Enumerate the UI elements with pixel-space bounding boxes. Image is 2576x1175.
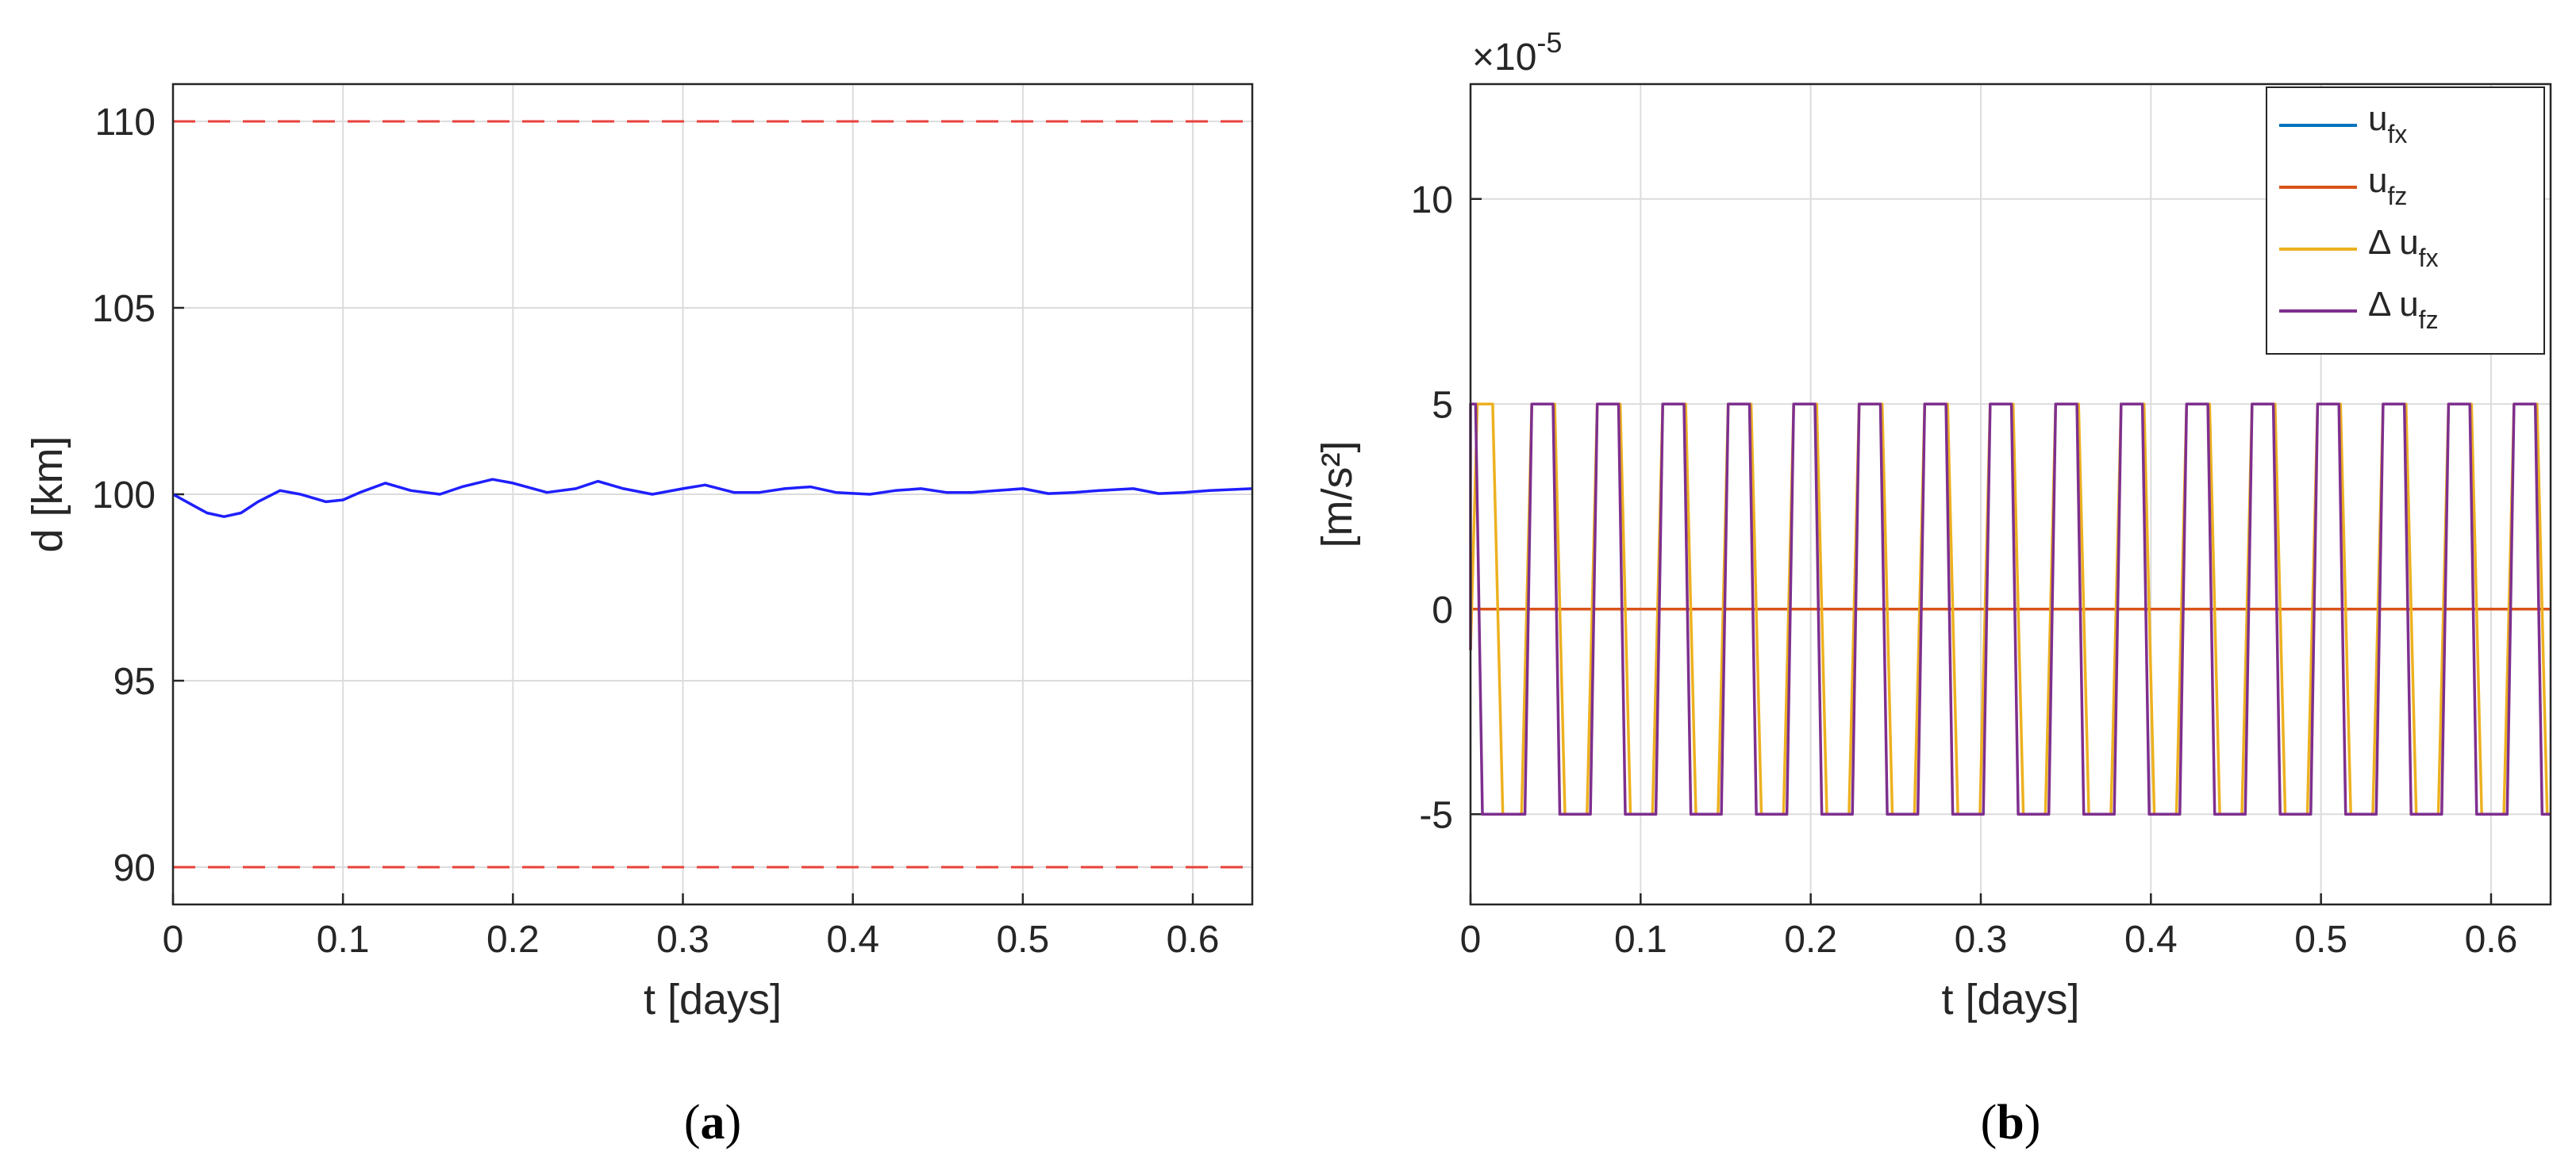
y-tick-label: 95 xyxy=(113,661,156,703)
y-tick-label: 110 xyxy=(94,102,156,144)
panel-caption-letter: a xyxy=(701,1096,725,1150)
legend-entry: Δ ufz xyxy=(2368,285,2439,334)
legend-entry-subscript: fz xyxy=(2387,182,2407,210)
legend-entry: Δ ufx xyxy=(2368,223,2439,272)
exponent-base: ×10 xyxy=(1472,36,1536,79)
y-tick-label: 5 xyxy=(1432,384,1453,426)
panel-caption: (b) xyxy=(1981,1096,2041,1150)
x-tick-label: 0.1 xyxy=(317,919,370,961)
legend-entry-subscript: fx xyxy=(2419,244,2439,272)
x-tick-label: 0.2 xyxy=(486,919,540,961)
x-tick-label: 0.2 xyxy=(1784,919,1837,961)
y-tick-label: 105 xyxy=(92,288,156,330)
x-tick-label: 0.4 xyxy=(2124,919,2178,961)
y-tick-label: 100 xyxy=(92,474,156,516)
x-axis-label: t [days] xyxy=(644,976,782,1023)
x-tick-label: 0 xyxy=(163,919,184,961)
y-axis-exponent: ×10-5 xyxy=(1472,26,1562,79)
x-tick-label: 0.3 xyxy=(656,919,709,961)
series-group xyxy=(172,120,1253,869)
x-tick-label: 0.4 xyxy=(826,919,879,961)
y-tick-label: 0 xyxy=(1432,589,1453,632)
legend-entry: ufz xyxy=(2368,161,2407,210)
legend-entry-main: Δ u xyxy=(2368,285,2419,324)
series-line xyxy=(1469,402,2551,816)
y-tick-labels: -5 0 5 10 xyxy=(1411,179,1453,837)
plot-frame xyxy=(1469,83,2552,906)
legend-entry-subscript: fz xyxy=(2419,305,2439,334)
legend-entry-main: u xyxy=(2368,99,2387,138)
legend-entry-main: Δ u xyxy=(2368,223,2419,262)
legend-entry: ufx xyxy=(2368,99,2407,148)
x-tick-label: 0.1 xyxy=(1614,919,1667,961)
x-tick-labels: 0 0.1 0.2 0.3 0.4 0.5 0.6 xyxy=(1460,919,2518,961)
x-tick-label: 0 xyxy=(1460,919,1482,961)
legend-entry-subscript: fx xyxy=(2387,120,2407,148)
y-tick-label: -5 xyxy=(1419,794,1453,836)
x-tick-label: 0.6 xyxy=(1167,919,1220,961)
series-line xyxy=(172,478,1253,518)
legend-entry-main: u xyxy=(2368,161,2387,200)
y-axis-label: [m/s²] xyxy=(1313,441,1361,548)
y-axis-label: d [km] xyxy=(24,436,71,552)
series-group xyxy=(1469,402,2551,816)
panel-caption-letter: b xyxy=(1997,1096,2024,1150)
y-tick-label: 10 xyxy=(1411,179,1453,221)
x-tick-label: 0.6 xyxy=(2465,919,2518,961)
x-tick-labels: 0 0.1 0.2 0.3 0.4 0.5 0.6 xyxy=(163,919,1220,961)
x-axis-label: t [days] xyxy=(1941,976,2079,1023)
chart-panel-a: 0 0.1 0.2 0.3 0.4 0.5 0.6 90 95 100 105 110 t [day… xyxy=(24,83,1254,1150)
y-tick-labels: 90 95 100 105 110 xyxy=(92,102,156,889)
x-tick-label: 0.5 xyxy=(2294,919,2347,961)
y-tick-label: 90 xyxy=(113,847,156,889)
x-tick-label: 0.3 xyxy=(1955,919,2008,961)
exponent-power: -5 xyxy=(1536,26,1562,59)
x-tick-label: 0.5 xyxy=(996,919,1049,961)
panel-caption: (a) xyxy=(684,1096,741,1150)
plot-frame xyxy=(171,83,1254,906)
